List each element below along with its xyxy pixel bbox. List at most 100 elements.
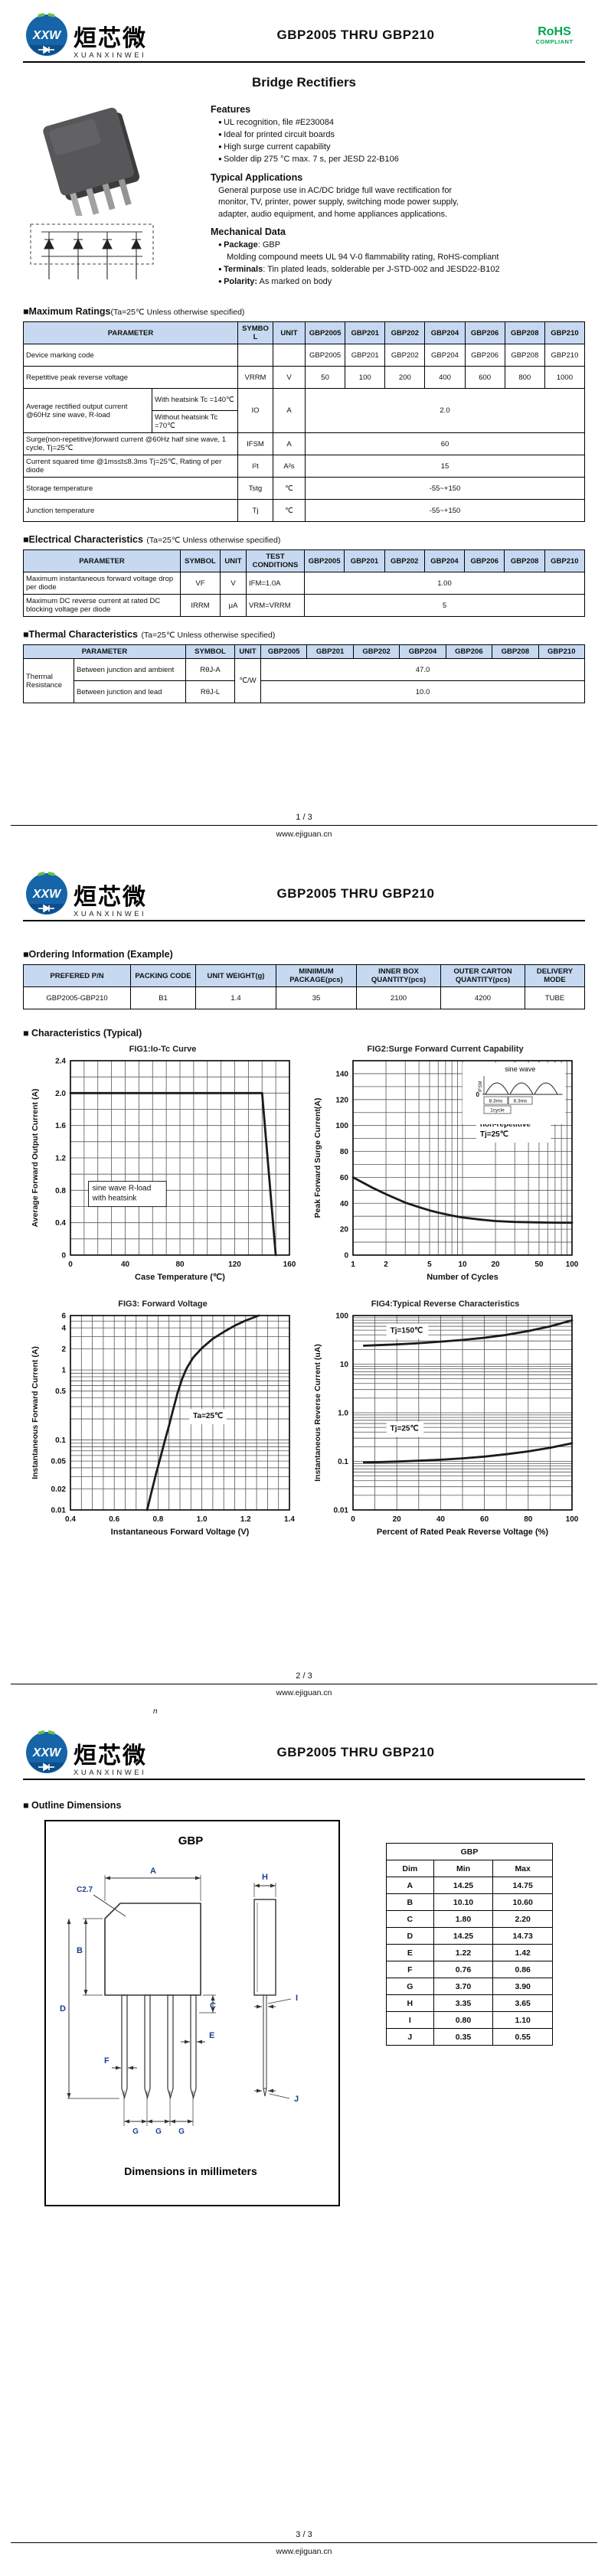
table-row: Between junction and lead RθJ-L 10.0 [24,680,585,703]
rohs-badge: RoHS COMPLIANT [535,25,574,45]
svg-text:40: 40 [436,1515,445,1524]
svg-text:0.8: 0.8 [152,1515,163,1524]
page-header: XXW 烜芯微 XUANXINWEI GBP2005 THRU GBP210 R… [23,11,585,60]
page-number: 1 / 3 [296,812,312,822]
svg-text:60: 60 [480,1515,489,1524]
header-rule [23,920,585,921]
doc-title: GBP2005 THRU GBP210 [276,1745,435,1759]
dim-cell: 14.73 [492,1927,553,1945]
brand-name-cn: 烜芯微 [74,24,147,52]
table-header-row: PARAMETER SYMBOL UNIT GBP2005 GBP201 GBP20… [23,321,586,344]
dim-cell: 14.75 [492,1877,553,1894]
dim-cell: 3.90 [492,1978,553,1995]
svg-text:Number of Cycles: Number of Cycles [427,1273,498,1282]
svg-text:100: 100 [335,1122,348,1130]
svg-text:1: 1 [61,1367,66,1375]
fig2-surge-svg: 1 2 5 10 20 50 100 0 20 40 60 80 100 120 140 Number of … [313,1060,578,1282]
dim-cell: 14.25 [433,1877,494,1894]
device-column-header: GBP2005 [303,549,345,572]
brand-logo: XXW 烜芯微 XUANXINWEI [23,1729,188,1776]
page-number: 3 / 3 [296,2529,312,2539]
svg-text:IFSM: IFSM [479,1081,483,1092]
svg-text:Tj=150℃: Tj=150℃ [390,1326,423,1335]
svg-text:non-repetitive: non-repetitive [479,1120,531,1129]
table-row: H 3.35 3.65 [386,1994,553,2012]
brand-logo: XXW 烜芯微 XUANXINWEI [23,11,188,59]
svg-text:C: C [210,2001,216,2010]
table-row: Thermal Resistance Between junction and … [23,658,585,703]
table-row: D 14.25 14.73 [386,1927,553,1945]
svg-text:H: H [262,1873,268,1882]
ordering-header: MINIIMUM PACKAGE(pcs) [276,964,357,987]
device-column-header: GBP204 [423,549,466,572]
svg-text:I: I [296,1994,298,2003]
page-2: XXW 烜芯微 XUANXINWEI GBP2005 THRU GBP210 ■… [0,859,608,1717]
device-value-cell: 100 [345,366,386,389]
charts-grid: FIG1:Io-Tc Curve 0 40 80 120 160 0 0.4 0.8 1.2 1.6… [23,1045,585,1544]
brand-name-cn: 烜芯微 [74,883,147,911]
svg-text:XXW: XXW [32,888,62,901]
applications-text: General purpose use in AC/DC bridge full… [218,185,459,219]
mechanical-list: Package: GBP Molding compound meets UL 9… [211,240,585,289]
device-column-header: GBP206 [464,321,505,344]
dim-cell: A [386,1877,434,1894]
device-column-header: GBP202 [384,549,425,572]
svg-text:2.0: 2.0 [55,1090,66,1098]
outline-drawing: GBP C2.7 A B D [60,1834,299,2177]
device-value-cell: 1000 [544,366,586,389]
table-row: Current squared time @1ms≤t≤8.3ms Tj=25℃… [23,455,585,478]
ordering-cell: B1 [130,986,196,1009]
svg-text:1.0: 1.0 [196,1515,207,1524]
page-1: XXW 烜芯微 XUANXINWEI GBP2005 THRU GBP210 R… [0,0,608,859]
page-footer: 2 / 3 www.ejiguan.cn [0,1671,608,1697]
svg-text:50: 50 [534,1260,544,1269]
mech-package-note: Molding compound meets UL 94 V-0 flammab… [227,252,499,262]
device-column-header: GBP2005 [304,321,346,344]
table-header-row: Dim Min Max [386,1860,553,1877]
svg-text:C2.7: C2.7 [77,1886,93,1894]
svg-text:Percent of Rated Peak Reverse: Percent of Rated Peak Reverse Voltage (%… [376,1528,548,1537]
ordering-cell: 4200 [440,986,525,1009]
svg-text:10: 10 [458,1260,467,1269]
electrical-table: PARAMETER SYMBOL UNIT TEST CONDITIONS GB… [23,549,586,617]
feature-item: High surge current capability [218,142,585,154]
ordering-header: PREFERED P/N [23,964,131,987]
device-column-header: GBP204 [424,321,466,344]
doc-title: GBP2005 THRU GBP210 [276,28,435,42]
ordering-cell: 35 [276,986,357,1009]
table-row: Junction temperature Tj ℃ -55~+150 [23,499,585,522]
svg-text:Instantaneous Reverse Current: Instantaneous Reverse Current (uA) [313,1344,322,1482]
svg-text:2: 2 [61,1345,66,1354]
dimensions-body: A 14.25 14.75 B 10.10 10.60 C 1.80 2.20 D 14.25 14.… [386,1877,553,2046]
fig3-forward-voltage-chart: FIG3: Forward Voltage 0.4 0.6 0.8 1.0 1.2 1.4 0… [23,1299,302,1544]
dim-col-header: Min [433,1860,494,1877]
device-value-cell: GBP202 [384,344,426,367]
brand-name-en: XUANXINWEI [74,51,147,60]
ordering-header: UNIT WEIGHT(g) [195,964,276,987]
page-footer: 3 / 3 www.ejiguan.cn [0,2529,608,2556]
table-row: I 0.80 1.10 [386,2011,553,2029]
device-column-header: GBP210 [544,549,586,572]
footer-rule [11,2542,597,2543]
dim-cell: B [386,1893,434,1911]
ordering-header: DELIVERY MODE [525,964,585,987]
page-footer: 1 / 3 www.ejiguan.cn [0,812,608,839]
chart-title: FIG3: Forward Voltage [118,1299,208,1309]
chart-title: FIG4:Typical Reverse Characteristics [371,1299,520,1309]
ordering-header: OUTER CARTON QUANTITY(pcs) [440,964,525,987]
page-header: XXW 烜芯微 XUANXINWEI GBP2005 THRU GBP210 [23,1728,585,1777]
svg-text:80: 80 [524,1515,533,1524]
device-value-cell: 800 [504,366,545,389]
applications-title: Typical Applications [211,171,303,183]
svg-text:8.3ms: 8.3ms [513,1099,527,1104]
dim-cell: J [386,2028,434,2046]
brand-name-en: XUANXINWEI [74,1768,147,1777]
device-value-cell: 400 [424,366,466,389]
table-row: A 14.25 14.75 [386,1877,553,1894]
device-value-cell: GBP208 [504,344,545,367]
table-row: F 0.76 0.86 [386,1961,553,1978]
dim-cell: C [386,1910,434,1928]
device-value-cell: GBP210 [544,344,586,367]
table-row: Surge(non-repetitive)forward current @60… [23,432,585,455]
dim-cell: 1.22 [433,1944,494,1961]
